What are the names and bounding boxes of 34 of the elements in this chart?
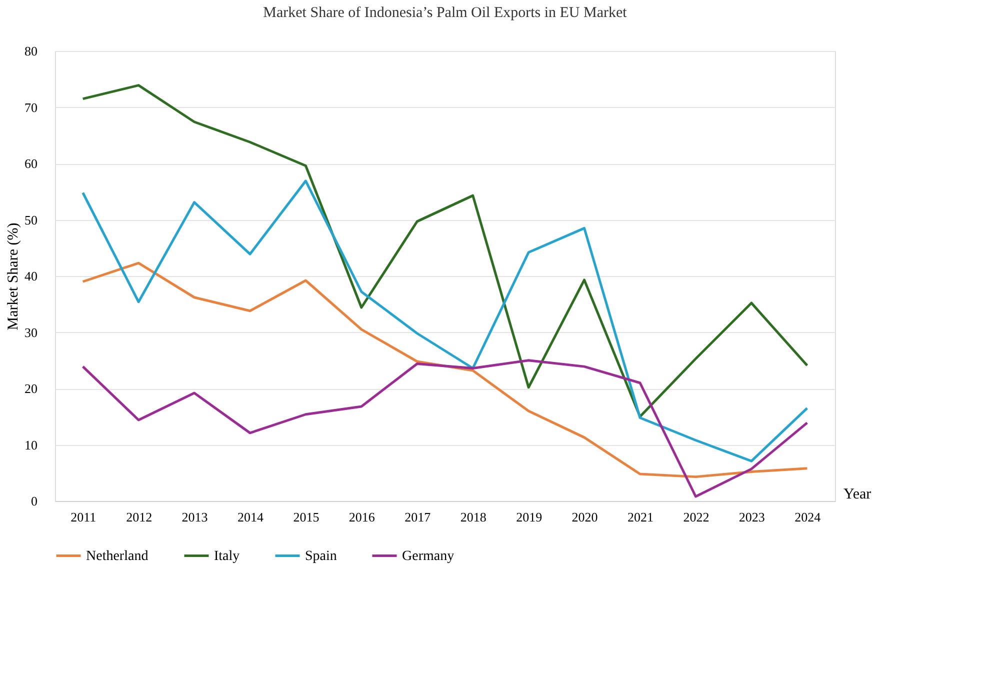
y-tick-label: 30 xyxy=(24,324,38,340)
y-tick-label: 70 xyxy=(24,100,38,115)
x-tick-label: 2022 xyxy=(683,510,710,524)
x-tick-label: 2012 xyxy=(126,510,152,524)
x-tick-label: 2024 xyxy=(794,510,822,524)
line-series xyxy=(82,84,808,418)
chart-title: Market Share of Indonesia’s Palm Oil Exports in EU Market xyxy=(263,5,628,21)
y-tick-label: 60 xyxy=(24,156,38,171)
y-tick-label: 50 xyxy=(24,212,38,228)
y-axis-title: Market Share (%) xyxy=(6,222,22,330)
x-tick-label: 2015 xyxy=(293,510,320,524)
x-tick-label: 2017 xyxy=(404,510,432,524)
legend-label: Germany xyxy=(402,548,454,564)
x-tick-label: 2021 xyxy=(628,510,654,524)
x-tick-label: 2016 xyxy=(348,510,376,524)
x-tick-label: 2013 xyxy=(182,510,208,524)
x-tick-label: 2018 xyxy=(460,510,486,524)
y-tick-label: 80 xyxy=(24,44,38,58)
legend-label: Netherland xyxy=(86,548,148,564)
x-tick-label: 2011 xyxy=(70,510,96,524)
legend-label: Spain xyxy=(305,548,337,564)
line-series xyxy=(82,180,808,462)
legend-label: Italy xyxy=(214,548,240,564)
line-series xyxy=(82,359,808,498)
x-tick-label: 2019 xyxy=(516,510,542,524)
x-tick-label: 2014 xyxy=(238,510,264,524)
x-tick-label: 2023 xyxy=(738,510,765,524)
x-tick-label: 2020 xyxy=(572,510,598,524)
line-series xyxy=(82,262,808,478)
y-tick-label: 40 xyxy=(24,268,38,284)
y-tick-label: 10 xyxy=(24,437,38,452)
y-tick-label: 0 xyxy=(31,494,38,508)
x-axis-title: Year xyxy=(844,486,872,502)
y-tick-label: 20 xyxy=(24,381,38,396)
